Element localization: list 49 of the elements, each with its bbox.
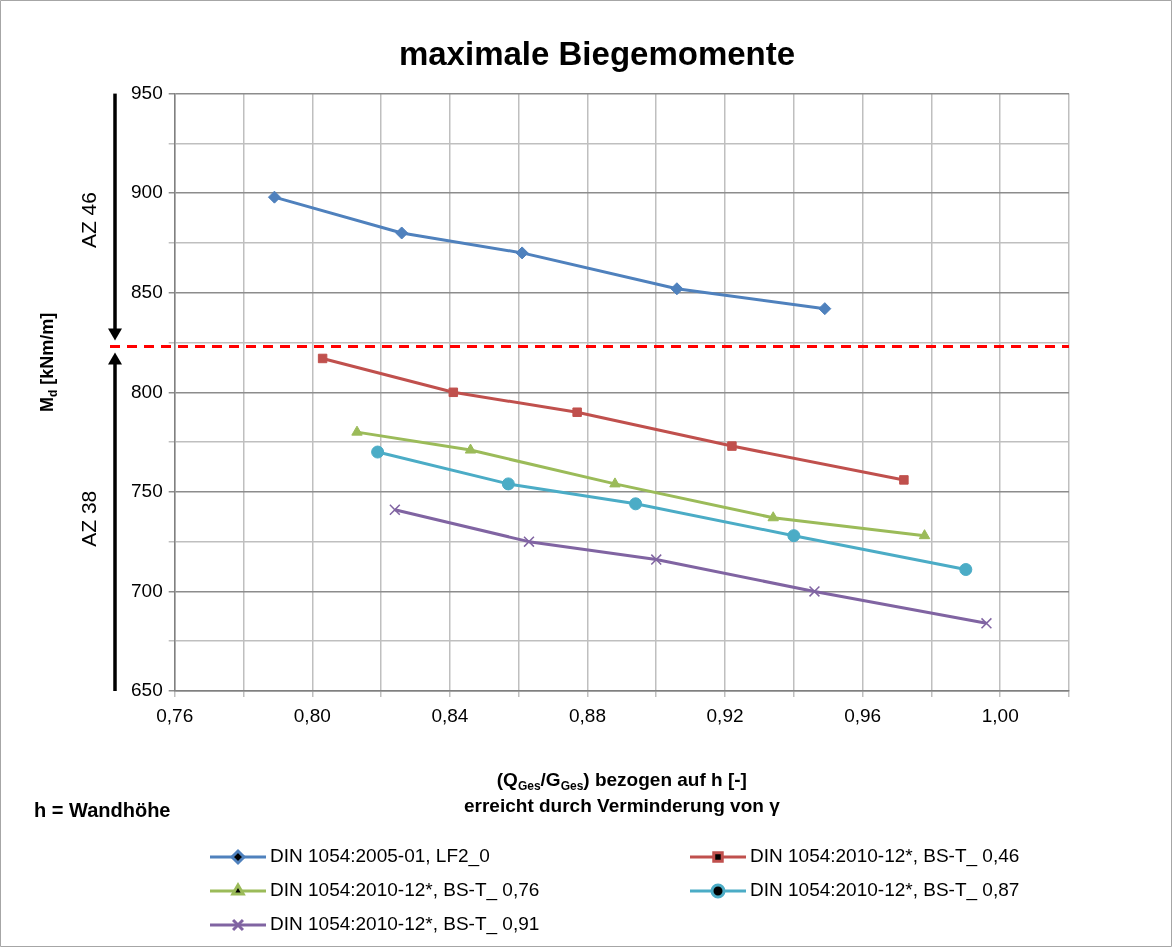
point bbox=[918, 529, 931, 540]
x-tick-label: 0,80 bbox=[293, 704, 331, 726]
y-axis-title: Md [kNm/m] bbox=[36, 312, 60, 412]
point bbox=[267, 190, 281, 204]
y-tick-label: 800 bbox=[131, 380, 163, 402]
text: h = Wandhöhe bbox=[34, 798, 171, 821]
point bbox=[501, 477, 515, 491]
legend-label: DIN 1054:2010-12*, BS-T_ 0,87 bbox=[750, 879, 1020, 902]
y-tick-label: 650 bbox=[131, 679, 163, 701]
y-tick-label: 850 bbox=[131, 280, 163, 302]
point bbox=[389, 504, 401, 516]
legend-label: DIN 1054:2005-01, LF2_0 bbox=[270, 845, 490, 868]
point bbox=[767, 511, 779, 522]
x-tick-label: 0,76 bbox=[156, 704, 194, 726]
x-tick-label: 0,96 bbox=[844, 704, 882, 726]
point bbox=[371, 445, 385, 459]
point bbox=[523, 535, 535, 548]
y-tick-label: 950 bbox=[131, 81, 163, 103]
legend-label: DIN 1054:2010-12*, BS-T_ 0,91 bbox=[270, 913, 540, 936]
legend-label: DIN 1054:2010-12*, BS-T_ 0,76 bbox=[270, 879, 540, 902]
point bbox=[629, 497, 643, 511]
point bbox=[808, 585, 821, 598]
point bbox=[515, 246, 529, 260]
point bbox=[650, 553, 662, 566]
point bbox=[727, 441, 737, 451]
x-tick-label: 0,88 bbox=[568, 704, 606, 726]
point bbox=[395, 226, 409, 240]
y-tick-label: 750 bbox=[131, 480, 163, 502]
y-tick-label: 700 bbox=[131, 579, 163, 601]
point bbox=[899, 475, 909, 485]
point bbox=[980, 617, 993, 629]
point bbox=[464, 443, 477, 454]
x-tick-label: 0,84 bbox=[431, 704, 469, 726]
x-tick-label: 0,92 bbox=[706, 704, 744, 726]
chart-title: maximale Biegemomente bbox=[398, 34, 796, 72]
y-tick-label: 900 bbox=[131, 181, 163, 203]
legend-label: DIN 1054:2010-12*, BS-T_ 0,46 bbox=[750, 845, 1020, 868]
text: AZ 38 bbox=[76, 490, 100, 547]
point bbox=[670, 282, 684, 296]
text: AZ 46 bbox=[76, 192, 100, 249]
point bbox=[448, 387, 459, 398]
point bbox=[818, 302, 832, 316]
point bbox=[787, 529, 801, 543]
point bbox=[351, 425, 363, 436]
x-tick-label: 1,00 bbox=[981, 704, 1019, 726]
point bbox=[609, 477, 621, 488]
point bbox=[317, 353, 328, 364]
point bbox=[959, 563, 973, 577]
point bbox=[572, 407, 582, 417]
